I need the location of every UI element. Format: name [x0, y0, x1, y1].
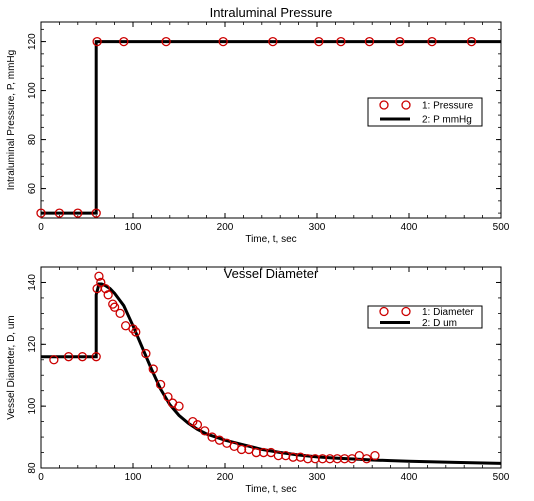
x-tick-label: 300	[309, 222, 326, 233]
legend-label: 1: Pressure	[422, 101, 474, 112]
data-point	[188, 416, 198, 427]
y-tick-label: 80	[27, 462, 38, 474]
x-tick-label: 100	[125, 472, 142, 483]
data-point	[314, 36, 324, 47]
y-axis-label: Intraluminal Pressure, P, mmHg	[6, 50, 17, 190]
plot-frame	[40, 21, 502, 219]
data-point	[336, 36, 346, 47]
x-tick-label: 500	[493, 472, 510, 483]
y-tick-label: 100	[27, 397, 38, 414]
y-tick-label: 140	[27, 274, 38, 291]
legend-marker	[379, 306, 389, 317]
data-point	[115, 308, 125, 319]
data-point	[100, 283, 111, 294]
data-point	[427, 36, 437, 47]
data-point	[91, 352, 101, 362]
y-tick-label: 60	[27, 183, 38, 195]
legend-marker	[401, 100, 411, 110]
x-tick-label: 300	[309, 472, 326, 483]
x-tick-label: 200	[217, 222, 234, 233]
data-point	[131, 327, 141, 337]
x-tick-label: 100	[125, 222, 142, 233]
data-point	[49, 355, 59, 365]
data-point	[109, 302, 120, 312]
data-point	[161, 36, 171, 47]
data-point	[54, 208, 65, 218]
series-line	[41, 40, 501, 215]
data-point	[63, 352, 74, 362]
data-point	[148, 364, 158, 374]
x-tick-label: 0	[38, 472, 44, 483]
y-tick-label: 120	[27, 336, 38, 353]
legend-marker	[379, 100, 389, 110]
data-point	[96, 277, 106, 288]
y-axis-label: Vessel Diameter, D, um	[6, 315, 17, 419]
data-point	[141, 348, 151, 359]
chart-panel-1: Intraluminal Pressure 0 100 200 300 400 500 60 8…	[6, 5, 510, 245]
data-point	[92, 36, 102, 47]
x-tick-label: 200	[217, 472, 234, 483]
chart-title: Intraluminal Pressure	[210, 5, 333, 20]
data-point	[128, 324, 138, 334]
data-point	[370, 450, 380, 461]
data-point	[91, 208, 101, 218]
data-point	[73, 208, 83, 218]
x-axis-label: Time, t, sec	[245, 484, 296, 495]
chart-panel-2: Vessel Diameter 0 100 200 300 400 500 80 100 120 1…	[6, 266, 510, 495]
legend-marker	[401, 306, 411, 317]
data-point	[174, 401, 184, 411]
chart-title: Vessel Diameter	[224, 266, 319, 281]
data-point	[268, 36, 278, 47]
data-point	[94, 271, 104, 281]
x-tick-label: 500	[493, 222, 510, 233]
x-tick-label: 400	[401, 222, 418, 233]
data-point	[36, 208, 46, 218]
data-point	[119, 36, 129, 47]
legend-label: 2: D um	[422, 318, 457, 329]
data-point	[192, 420, 203, 430]
data-point	[77, 352, 88, 362]
x-tick-label: 0	[38, 222, 44, 233]
y-tick-label: 120	[27, 33, 38, 50]
data-point	[218, 36, 228, 47]
legend-label: 1: Diameter	[422, 307, 474, 318]
data-point	[466, 36, 477, 47]
y-tick-label: 100	[27, 82, 38, 99]
legend-label: 2: P mmHg	[422, 115, 472, 126]
data-point	[362, 454, 372, 464]
data-point	[395, 36, 405, 47]
data-point	[200, 426, 210, 436]
data-point	[364, 36, 375, 47]
data-point	[103, 290, 113, 300]
x-axis-label: Time, t, sec	[245, 234, 296, 245]
plot-frame	[40, 266, 502, 469]
y-tick-label: 80	[27, 134, 38, 146]
x-tick-label: 400	[401, 472, 418, 483]
data-point	[155, 379, 166, 390]
data-point	[163, 392, 173, 402]
legend: 1: Pressure 2: P mmHg	[367, 97, 483, 127]
